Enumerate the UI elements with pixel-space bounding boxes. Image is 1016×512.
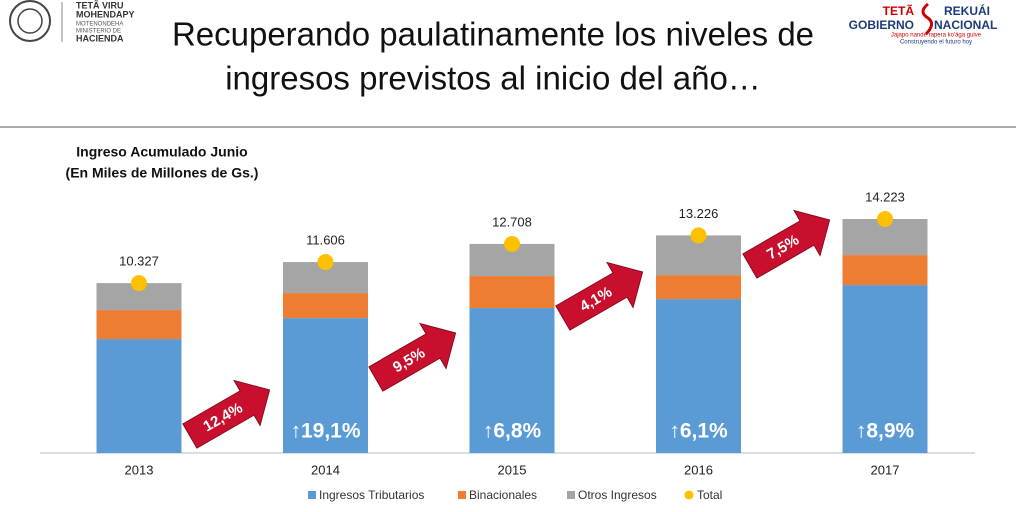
total-label: 14.223 xyxy=(865,189,905,204)
total-label: 10.327 xyxy=(119,254,159,269)
logo-text: NACIONAL xyxy=(934,18,997,32)
bar-segment xyxy=(469,276,555,309)
total-dot xyxy=(504,235,520,252)
x-tick-label: 2017 xyxy=(871,462,900,477)
bar-segment xyxy=(96,310,182,340)
chart-title: Ingreso Acumulado Junio xyxy=(76,144,247,160)
growth-label: ↑8,9% xyxy=(856,420,915,443)
seal-inner xyxy=(17,8,43,34)
bar-segment xyxy=(656,299,741,453)
growth-label: ↑6,1% xyxy=(669,420,728,443)
bar-segment xyxy=(96,339,182,453)
seal xyxy=(9,0,51,42)
bar-segment xyxy=(842,255,928,286)
legend-label: Total xyxy=(697,488,722,502)
legend-swatch xyxy=(684,490,694,500)
arrow-shape xyxy=(182,379,271,449)
total-dot xyxy=(690,227,707,244)
logo-text: TETÃ VIRU xyxy=(76,0,124,10)
logo-text: MOTENONDEHA xyxy=(76,22,123,28)
x-tick-label: 2016 xyxy=(684,462,713,477)
logo-text: GOBIERNO xyxy=(849,18,914,32)
logo-text: Construyendo el futuro hoy xyxy=(900,40,972,46)
legend-swatch xyxy=(308,491,316,499)
arrow-shape xyxy=(555,261,644,331)
legend-label: Otros Ingresos xyxy=(578,488,657,502)
total-label: 12.708 xyxy=(492,214,532,229)
total-dot xyxy=(317,254,334,271)
total-label: 13.226 xyxy=(679,206,719,221)
logo-text: HACIENDA xyxy=(76,33,124,43)
x-tick-label: 2014 xyxy=(311,462,340,477)
logo-text: REKUÁI xyxy=(944,3,990,18)
bar-segment xyxy=(842,285,928,453)
legend-label: Ingresos Tributarios xyxy=(319,488,424,502)
left-logo: TETÃ VIRU MOHENDAPY MOTENONDEHA MINISTER… xyxy=(9,0,135,43)
bar-segment xyxy=(283,318,368,453)
logo-swoosh xyxy=(921,2,933,36)
logo-text: MINISTERIO DE xyxy=(76,29,121,35)
logo-text: Jajapo nande rapera ko'ága guive xyxy=(891,33,982,39)
arrow-shape xyxy=(742,209,831,279)
total-dot xyxy=(131,275,147,292)
total-dot xyxy=(877,211,893,227)
x-tick-label: 2015 xyxy=(498,462,527,477)
legend-label: Binacionales xyxy=(469,488,537,502)
slide-title: ingresos previstos al inicio del año… xyxy=(225,60,761,97)
bar-segment xyxy=(469,308,555,453)
arrow-shape xyxy=(368,322,457,392)
logo-text: TETÃ xyxy=(883,3,915,18)
logo-text: MOHENDAPY xyxy=(76,9,135,19)
growth-label: ↑19,1% xyxy=(290,420,360,443)
total-label: 11.606 xyxy=(306,232,345,247)
bar-segment xyxy=(656,275,741,300)
x-tick-label: 2013 xyxy=(125,462,154,477)
growth-label: ↑6,8% xyxy=(483,420,542,443)
chart-subtitle: (En Miles de Millones de Gs.) xyxy=(66,165,259,181)
legend-swatch xyxy=(458,491,466,499)
bar-segment xyxy=(283,293,368,319)
slide-title: Recuperando paulatinamente los niveles d… xyxy=(172,16,814,53)
legend-swatch xyxy=(567,491,575,499)
right-logo: TETÃ REKUÁI GOBIERNO NACIONAL Jajapo nan… xyxy=(849,2,997,46)
